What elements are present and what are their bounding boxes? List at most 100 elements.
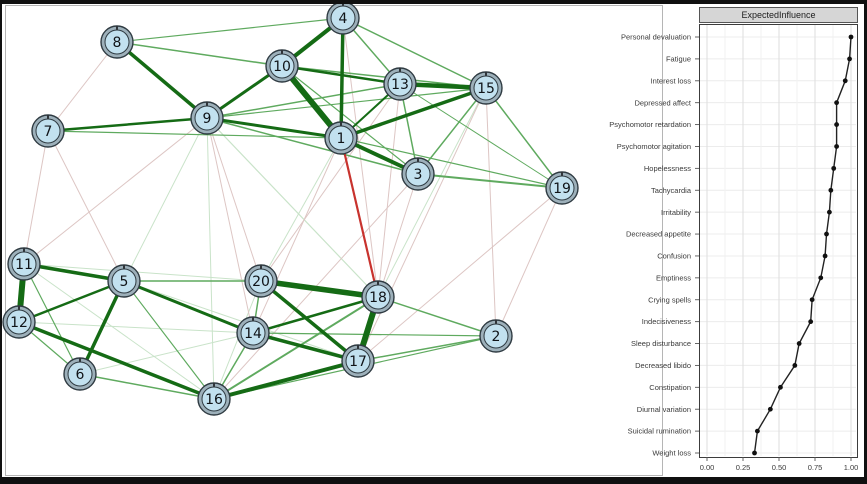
node-circle [248, 268, 274, 294]
node-circle [330, 5, 356, 31]
node-label: 7 [44, 124, 53, 140]
network-node-12: 12 [2, 305, 36, 339]
x-axis-label: 1.00 [844, 463, 859, 472]
node-label: 20 [252, 274, 270, 290]
network-edge-9-20 [206, 117, 262, 282]
x-axis-label: 0.75 [808, 463, 823, 472]
network-edge-13-20 [260, 83, 401, 282]
network-edges [16, 16, 563, 401]
figure-border-left [0, 0, 2, 484]
y-axis-label: Emptiness [656, 273, 691, 282]
y-axis-label: Indecisiveness [642, 317, 691, 326]
node-label: 14 [244, 326, 262, 342]
network-edge-9-14 [206, 117, 254, 334]
network-edge-12-16 [17, 320, 216, 401]
y-axis-label: Irritability [661, 208, 691, 217]
node-label: 16 [205, 392, 223, 408]
network-edge-3-19 [417, 173, 563, 189]
network-node-16: 16 [197, 382, 231, 416]
node-label: 8 [113, 35, 122, 51]
network-node-5: 5 [107, 264, 141, 298]
network-edge-12-14 [18, 321, 254, 334]
network-node-8: 8 [100, 25, 134, 59]
node-circle [194, 105, 220, 131]
chart-point [755, 428, 760, 434]
chart-line [753, 36, 852, 454]
y-axis-label: Diurnal variation [637, 405, 691, 414]
y-axis-label: Suicidal rumination [628, 427, 691, 436]
network-edge-15-17 [357, 87, 487, 362]
chart-point [822, 253, 828, 259]
figure-border-right [864, 0, 867, 484]
network-edge-5-14 [122, 279, 255, 335]
y-axis-label: Personal devaluation [621, 33, 691, 42]
chart-point [778, 384, 783, 390]
chart-point [847, 56, 852, 62]
y-axis-label: Crying spells [648, 295, 691, 304]
network-edge-11-20 [23, 263, 262, 282]
node-circle [35, 118, 61, 144]
node-label: 12 [10, 315, 28, 331]
network-node-10: 10 [265, 49, 299, 83]
y-axis-label: Confusion [657, 252, 691, 261]
network-edge-9-15 [206, 87, 487, 119]
chart-point [808, 319, 814, 325]
network-edge-11-16 [23, 263, 215, 400]
network-edge-17-2 [357, 335, 497, 362]
network-edge-9-1 [205, 116, 343, 140]
y-axis-label: Weight loss [652, 449, 691, 458]
node-circle [387, 71, 413, 97]
network-edge-11-7 [23, 130, 49, 265]
network-edge-9-16 [206, 117, 215, 400]
node-label: 13 [391, 77, 409, 93]
network-node-9: 9 [190, 101, 224, 135]
network-edge-10-3 [281, 65, 419, 175]
network-edge-9-11 [23, 117, 208, 265]
network-edge-1-15 [339, 86, 488, 140]
chart-point [824, 231, 829, 237]
network-edge-1-18 [339, 136, 380, 299]
network-edge-20-16 [213, 280, 262, 400]
network-node-6: 6 [63, 357, 97, 391]
chart-point [827, 209, 832, 215]
network-node-4: 4 [326, 1, 360, 35]
node-circle [473, 75, 499, 101]
node-circle [405, 161, 431, 187]
chart-point [834, 100, 839, 106]
node-label: 6 [76, 367, 85, 383]
expected-influence-chart: Personal devaluation Fatigue Interest loss… [609, 24, 859, 472]
network-edge-6-16 [79, 373, 215, 400]
network-edge-9-5 [123, 117, 208, 282]
chart-point [834, 144, 839, 149]
y-axis-label: Hopelessness [644, 164, 691, 173]
network-edge-1-14 [252, 137, 342, 334]
network-node-13: 13 [383, 67, 417, 101]
node-circle [67, 361, 93, 387]
network-edge-10-13 [280, 64, 402, 86]
network-edge-6-14 [79, 332, 254, 375]
network-node-17: 17 [341, 344, 375, 378]
y-axis-label: Tachycardia [651, 186, 692, 195]
network-edge-7-5 [47, 130, 125, 282]
network-edge-1-19 [340, 137, 563, 189]
network-edge-7-1 [47, 130, 342, 139]
network-edge-9-18 [206, 117, 379, 298]
figure-border-bottom [0, 477, 867, 484]
y-axis-label: Constipation [649, 383, 691, 392]
node-circle [104, 29, 130, 55]
network-edge-4-15 [342, 17, 487, 89]
network-edge-14-2 [252, 332, 497, 337]
network-edge-9-3 [206, 117, 419, 175]
chart-point [848, 34, 854, 40]
network-edge-8-10 [116, 41, 283, 67]
node-circle [201, 386, 227, 412]
network-edge-15-19 [485, 87, 563, 189]
network-edge-5-17 [123, 280, 359, 362]
chart-point [767, 406, 773, 412]
chart-point [809, 297, 815, 303]
node-label: 18 [369, 290, 387, 306]
chart-point [752, 450, 757, 456]
y-axis-label: Psychomotor agitation [617, 142, 691, 151]
